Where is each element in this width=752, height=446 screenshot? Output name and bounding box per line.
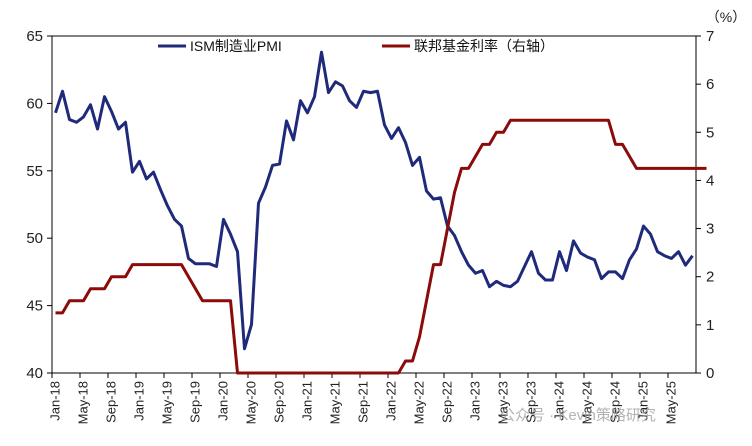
- left-tick-label: 50: [26, 230, 43, 247]
- x-tick-label: May-22: [412, 381, 427, 424]
- right-tick-label: 2: [706, 269, 714, 286]
- x-tick-label: May-19: [160, 381, 175, 424]
- x-tick-label: Sep-20: [272, 381, 287, 423]
- legend-label: ISM制造业PMI: [190, 38, 282, 54]
- right-tick-label: 5: [706, 124, 714, 141]
- left-tick-label: 40: [26, 365, 43, 382]
- x-tick-label: Jan-25: [636, 381, 651, 421]
- right-tick-label: 1: [706, 317, 714, 334]
- x-tick-label: Sep-21: [356, 381, 371, 423]
- watermark: 公众号 · Kevin策略研究: [500, 407, 656, 424]
- x-tick-label: Jan-21: [300, 381, 315, 421]
- x-tick-label: Sep-24: [608, 381, 623, 423]
- fed-funds-rate-line: [55, 118, 707, 375]
- x-tick-label: May-23: [496, 381, 511, 424]
- x-tick-label: Jan-20: [216, 381, 231, 421]
- x-tick-label: May-25: [664, 381, 679, 424]
- x-tick-label: Jan-18: [48, 381, 63, 421]
- right-axis-ticks: 0 1 2 3 4 5 6 7: [696, 28, 714, 382]
- right-tick-label: 6: [706, 76, 714, 93]
- x-tick-label: Jan-24: [552, 381, 567, 421]
- legend-label: 联邦基金利率（右轴）: [414, 38, 554, 54]
- right-tick-label: 0: [706, 365, 714, 382]
- ism-pmi-line: [54, 50, 694, 351]
- x-tick-label: Sep-22: [440, 381, 455, 423]
- right-tick-label: 7: [706, 28, 714, 45]
- left-tick-label: 55: [26, 163, 43, 180]
- left-tick-label: 60: [26, 95, 43, 112]
- x-tick-label: Jan-23: [468, 381, 483, 421]
- x-tick-label: May-20: [244, 381, 259, 424]
- x-tick-label: Jan-22: [384, 381, 399, 421]
- x-axis-ticks: Jan-18 May-18 Sep-18 Jan-19 May-19 Sep-19 Jan-…: [48, 373, 679, 424]
- left-tick-label: 45: [26, 298, 43, 315]
- plot-frame: [51, 35, 697, 374]
- right-tick-label: 3: [706, 221, 714, 238]
- x-tick-label: May-18: [76, 381, 91, 424]
- x-tick-label: Jan-19: [132, 381, 147, 421]
- right-axis-unit: （%）: [706, 9, 746, 25]
- right-tick-label: 4: [706, 172, 714, 189]
- left-tick-label: 65: [26, 28, 43, 45]
- x-tick-label: Sep-23: [524, 381, 539, 423]
- left-axis-ticks: 40 45 50 55 60 65: [26, 28, 52, 382]
- x-tick-label: Sep-19: [188, 381, 203, 423]
- x-tick-label: May-21: [328, 381, 343, 424]
- x-tick-label: May-24: [580, 381, 595, 424]
- legend: ISM制造业PMI 联邦基金利率（右轴）: [158, 38, 554, 54]
- series-group: [54, 50, 707, 375]
- x-tick-label: Sep-18: [104, 381, 119, 423]
